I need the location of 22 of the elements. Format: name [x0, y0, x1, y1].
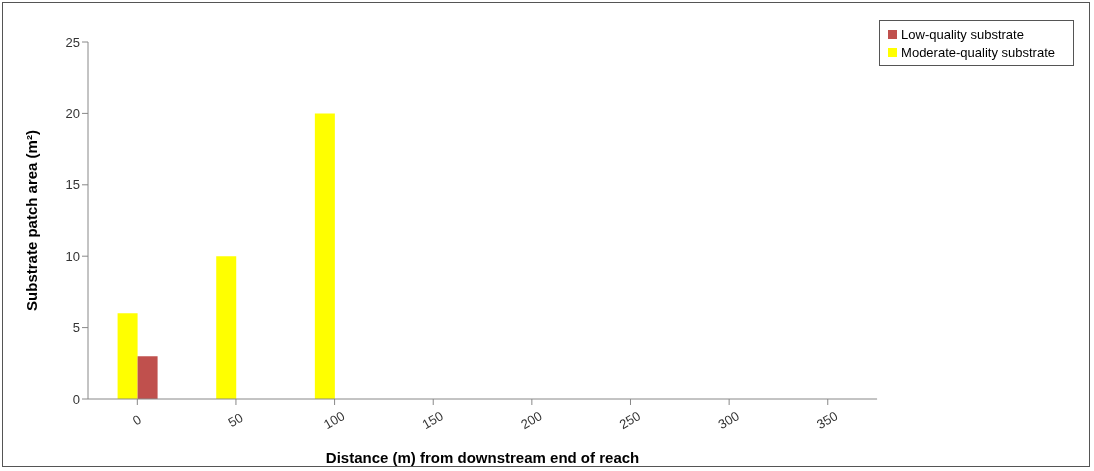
bar	[314, 113, 335, 399]
x-tick-label: 250	[616, 408, 644, 432]
legend-label: Low-quality substrate	[901, 27, 1024, 42]
y-tick-label: 5	[72, 320, 80, 336]
x-tick-label: 150	[419, 408, 446, 432]
bar	[216, 256, 237, 399]
bar	[137, 356, 158, 399]
y-tick-label: 0	[72, 391, 80, 407]
y-tick-label: 15	[65, 177, 80, 193]
x-tick-label: 350	[814, 408, 841, 432]
y-tick-label: 10	[65, 248, 80, 264]
y-tick-label: 25	[65, 34, 80, 50]
legend-label: Moderate-quality substrate	[901, 45, 1055, 60]
x-tick-label: 0	[129, 411, 144, 429]
y-axis-title: Substrate patch area (m²)	[23, 130, 41, 311]
x-tick-label: 300	[715, 408, 742, 432]
x-tick-label: 100	[320, 408, 348, 432]
x-tick-label: 50	[225, 409, 246, 431]
bar	[117, 313, 138, 399]
x-tick-label: 200	[518, 408, 545, 432]
x-axis-title: Distance (m) from downstream end of reach	[325, 449, 640, 466]
y-tick-label: 20	[65, 106, 80, 122]
